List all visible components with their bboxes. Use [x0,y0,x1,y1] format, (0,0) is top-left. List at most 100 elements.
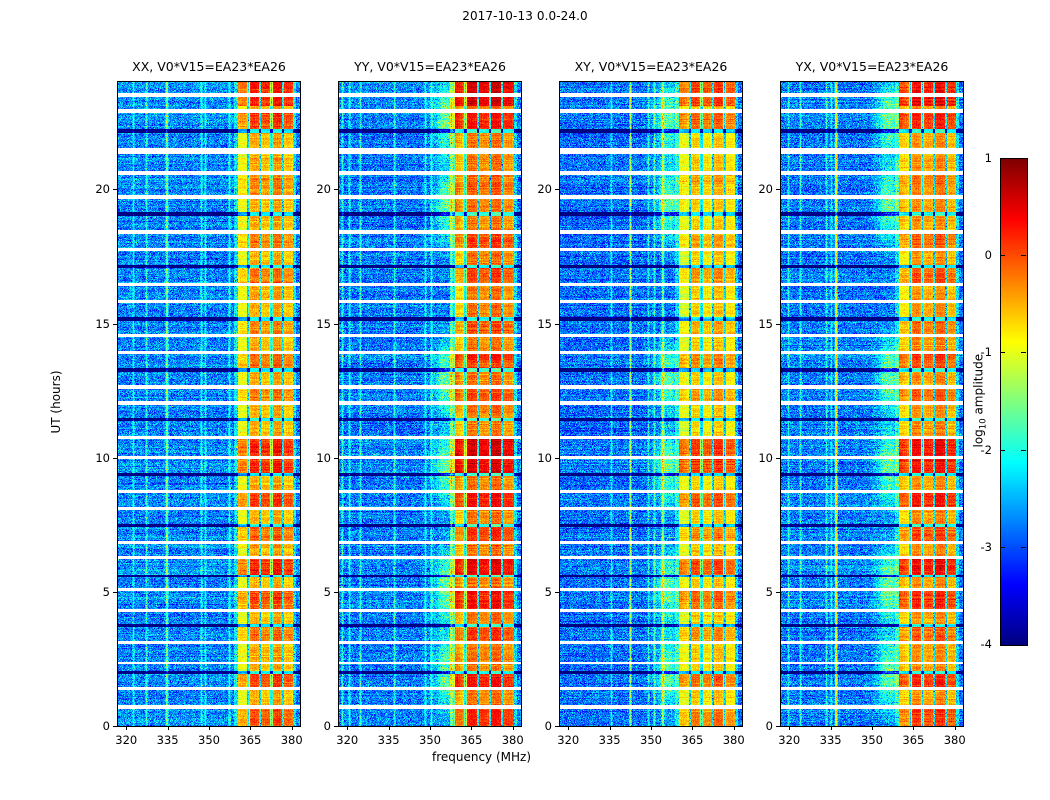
colorbar-tick-label: -1 [980,345,992,360]
y-tick-label: 15 [537,316,552,331]
y-tick-mark [555,592,559,593]
x-tick-mark [292,726,293,730]
x-tick-mark [471,726,472,730]
colorbar-tick-label: -4 [980,637,992,651]
colorbar-tick-mark [1021,352,1026,353]
spectrogram-panel-xx [117,81,301,727]
y-tick-label: 15 [758,316,773,331]
x-axis-label: frequency (MHz) [431,750,532,764]
x-tick-label: 335 [156,733,179,747]
x-tick-mark [568,726,569,730]
x-tick-label: 380 [943,733,966,747]
y-tick-label: 20 [316,182,331,197]
y-tick-mark [776,592,780,593]
colorbar [1000,158,1028,646]
y-tick-mark [776,458,780,459]
y-tick-mark [334,726,338,727]
y-tick-label: 15 [95,316,110,331]
x-tick-label: 365 [460,733,483,747]
x-tick-mark [651,726,652,730]
x-tick-mark [734,726,735,730]
y-tick-label: 20 [758,182,773,197]
y-tick-label: 0 [102,719,110,733]
y-tick-label: 0 [765,719,773,733]
y-tick-mark [555,324,559,325]
figure-suptitle: 2017-10-13 0.0-24.0 [462,9,588,23]
y-tick-mark [334,189,338,190]
y-axis-label: UT (hours) [49,370,63,434]
y-tick-label: 5 [102,584,110,599]
x-tick-mark [955,726,956,730]
y-tick-mark [113,592,117,593]
x-tick-label: 335 [598,733,621,747]
y-tick-label: 10 [316,450,331,465]
spectrogram-image-yx [781,82,963,726]
y-tick-mark [776,189,780,190]
colorbar-tick-mark [1000,352,1005,353]
colorbar-tick-mark [1021,450,1026,451]
y-tick-mark [334,592,338,593]
x-tick-mark [347,726,348,730]
y-tick-label: 15 [316,316,331,331]
x-tick-mark [872,726,873,730]
spectrogram-panel-yy [338,81,522,727]
x-tick-mark [513,726,514,730]
x-tick-mark [610,726,611,730]
y-tick-mark [776,324,780,325]
y-tick-mark [776,726,780,727]
x-tick-mark [250,726,251,730]
x-tick-mark [789,726,790,730]
x-tick-mark [831,726,832,730]
y-tick-mark [113,458,117,459]
x-tick-label: 380 [280,733,303,747]
spectrogram-panel-xy [559,81,743,727]
x-tick-label: 365 [681,733,704,747]
y-tick-label: 5 [765,584,773,599]
x-tick-mark [913,726,914,730]
y-tick-mark [113,726,117,727]
spectrogram-image-xx [118,82,300,726]
panel-title-xx: XX, V0*V15=EA23*EA26 [132,59,286,74]
y-tick-mark [555,458,559,459]
colorbar-tick-mark [1021,547,1026,548]
spectrogram-image-xy [560,82,742,726]
y-tick-mark [334,458,338,459]
x-tick-label: 320 [557,733,580,747]
y-tick-label: 0 [323,719,331,733]
x-tick-label: 350 [861,733,883,747]
x-tick-label: 365 [239,733,262,747]
x-tick-mark [209,726,210,730]
colorbar-tick-mark [1000,450,1005,451]
panel-title-yx: YX, V0*V15=EA23*EA26 [795,59,949,74]
colorbar-label: log10 amplitude [971,353,989,448]
y-tick-label: 5 [544,584,552,599]
y-tick-mark [555,726,559,727]
x-tick-label: 365 [902,733,925,747]
spectrogram-panel-yx [780,81,964,727]
colorbar-gradient [1001,159,1027,645]
panel-title-xy: XY, V0*V15=EA23*EA26 [574,59,728,74]
x-tick-label: 380 [501,733,524,747]
spectrogram-image-yy [339,82,521,726]
x-tick-mark [168,726,169,730]
y-tick-label: 10 [537,450,552,465]
colorbar-tick-mark [1021,255,1026,256]
x-tick-mark [430,726,431,730]
x-tick-label: 335 [377,733,400,747]
y-tick-label: 5 [323,584,331,599]
x-tick-label: 320 [778,733,801,747]
colorbar-tick-label: 0 [984,248,992,263]
y-tick-mark [334,324,338,325]
x-tick-mark [692,726,693,730]
colorbar-tick-mark [1000,255,1005,256]
colorbar-tick-mark [1000,547,1005,548]
colorbar-tick-label: -3 [980,539,992,554]
y-tick-mark [113,189,117,190]
y-tick-label: 0 [544,719,552,733]
y-tick-label: 10 [758,450,773,465]
colorbar-tick-label: 1 [984,151,992,165]
y-tick-label: 20 [537,182,552,197]
x-tick-label: 320 [115,733,138,747]
x-tick-label: 350 [419,733,441,747]
